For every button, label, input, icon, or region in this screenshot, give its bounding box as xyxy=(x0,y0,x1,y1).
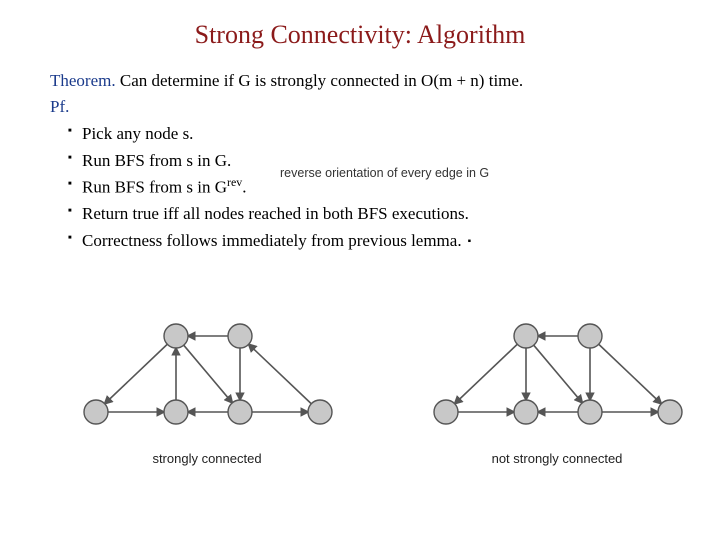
rev-superscript: rev xyxy=(227,175,242,189)
content-block: Theorem. Can determine if G is strongly … xyxy=(0,68,720,253)
graph-edge xyxy=(105,344,168,403)
bullet-text: Run BFS from s in G xyxy=(82,178,227,197)
graph-caption: not strongly connected xyxy=(422,451,692,466)
graph-node xyxy=(514,324,538,348)
graph-node xyxy=(578,324,602,348)
bullet-text: Run BFS from s in G. xyxy=(82,151,231,170)
graph-node xyxy=(514,400,538,424)
bullet-text: Correctness follows immediately from pre… xyxy=(82,231,462,250)
graph-edge xyxy=(455,344,518,403)
graph-node xyxy=(84,400,108,424)
graph-node xyxy=(228,400,252,424)
pf-label: Pf. xyxy=(50,94,680,120)
diagrams-area: strongly connected not strongly connecte… xyxy=(0,312,720,492)
graph-not-strongly-connected: not strongly connected xyxy=(422,312,692,466)
reverse-annotation: reverse orientation of every edge in G xyxy=(280,166,489,180)
graph-node xyxy=(228,324,252,348)
graph-node xyxy=(164,400,188,424)
graph-svg xyxy=(422,312,692,440)
theorem-label: Theorem. xyxy=(50,71,116,90)
theorem-line: Theorem. Can determine if G is strongly … xyxy=(50,68,680,94)
graph-edge xyxy=(534,345,583,403)
proof-bullets: Pick any node s. Run BFS from s in G. Ru… xyxy=(50,121,680,253)
graph-edge xyxy=(184,345,233,403)
bullet-period: . xyxy=(242,178,246,197)
graph-node xyxy=(658,400,682,424)
bullet-item: Pick any node s. xyxy=(68,121,680,147)
bullet-item: Correctness follows immediately from pre… xyxy=(68,228,680,254)
graph-svg xyxy=(72,312,342,440)
graph-node xyxy=(308,400,332,424)
graph-caption: strongly connected xyxy=(72,451,342,466)
graph-strongly-connected: strongly connected xyxy=(72,312,342,466)
qed-mark: ▪ xyxy=(468,236,472,247)
bullet-text: Pick any node s. xyxy=(82,124,193,143)
graph-node xyxy=(164,324,188,348)
graph-edge xyxy=(599,344,662,403)
page-title: Strong Connectivity: Algorithm xyxy=(0,0,720,68)
graph-edge xyxy=(249,344,312,403)
graph-node xyxy=(434,400,458,424)
graph-node xyxy=(578,400,602,424)
bullet-text: Return true iff all nodes reached in bot… xyxy=(82,204,469,223)
theorem-text: Can determine if G is strongly connected… xyxy=(120,71,523,90)
bullet-item: Return true iff all nodes reached in bot… xyxy=(68,201,680,227)
